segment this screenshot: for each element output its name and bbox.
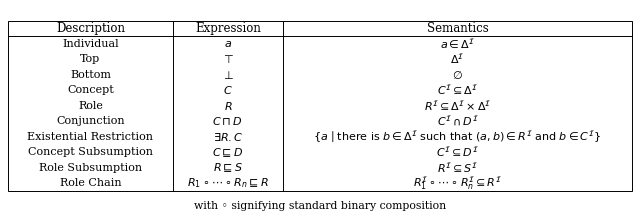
Text: Individual: Individual <box>62 39 119 49</box>
Text: $\bot$: $\bot$ <box>221 69 234 81</box>
Text: Concept: Concept <box>67 85 114 95</box>
Text: Description: Description <box>56 22 125 35</box>
Text: Concept Subsumption: Concept Subsumption <box>28 147 153 157</box>
Text: $\{ a \mid \text{there is } b \in \Delta^{\mathcal{I}} \text{ such that } (a, b): $\{ a \mid \text{there is } b \in \Delta… <box>314 129 602 145</box>
Text: Existential Restriction: Existential Restriction <box>28 132 154 142</box>
Text: $\emptyset$: $\emptyset$ <box>452 69 463 81</box>
Text: $R \sqsubseteq S$: $R \sqsubseteq S$ <box>213 162 243 174</box>
Text: $R^{\mathcal{I}} \subseteq \Delta^{\mathcal{I}} \times \Delta^{\mathcal{I}}$: $R^{\mathcal{I}} \subseteq \Delta^{\math… <box>424 99 491 113</box>
Text: with ◦ signifying standard binary composition: with ◦ signifying standard binary compos… <box>194 201 446 211</box>
Text: $R_1^{\mathcal{I}} \circ \cdots \circ R_n^{\mathcal{I}} \subseteq R^{\mathcal{I}: $R_1^{\mathcal{I}} \circ \cdots \circ R_… <box>413 175 502 192</box>
Text: Semantics: Semantics <box>426 22 488 35</box>
Text: Role Subsumption: Role Subsumption <box>39 163 142 173</box>
Text: $a \in \Delta^{\mathcal{I}}$: $a \in \Delta^{\mathcal{I}}$ <box>440 37 475 51</box>
Text: $R^{\mathcal{I}} \subseteq S^{\mathcal{I}}$: $R^{\mathcal{I}} \subseteq S^{\mathcal{I… <box>436 161 478 175</box>
Text: $\exists R.C$: $\exists R.C$ <box>212 131 243 143</box>
Text: $C^{\mathcal{I}} \subseteq \Delta^{\mathcal{I}}$: $C^{\mathcal{I}} \subseteq \Delta^{\math… <box>436 83 478 97</box>
Text: $R$: $R$ <box>223 100 232 112</box>
Text: $R_1 \circ \cdots \circ R_n \sqsubseteq R$: $R_1 \circ \cdots \circ R_n \sqsubseteq … <box>187 176 269 190</box>
Text: $C \sqcap D$: $C \sqcap D$ <box>212 115 243 127</box>
Text: $C^{\mathcal{I}} \cap D^{\mathcal{I}}$: $C^{\mathcal{I}} \cap D^{\mathcal{I}}$ <box>436 114 478 128</box>
Text: Conjunction: Conjunction <box>56 116 125 126</box>
Text: Bottom: Bottom <box>70 70 111 80</box>
Text: Role Chain: Role Chain <box>60 178 121 188</box>
Text: $\top$: $\top$ <box>221 54 234 65</box>
Text: $C^{\mathcal{I}} \subseteq D^{\mathcal{I}}$: $C^{\mathcal{I}} \subseteq D^{\mathcal{I… <box>436 146 479 159</box>
Text: $a$: $a$ <box>224 39 232 49</box>
Text: $C \sqsubseteq D$: $C \sqsubseteq D$ <box>212 146 244 159</box>
Text: $C$: $C$ <box>223 84 233 96</box>
Text: Top: Top <box>80 54 100 64</box>
Text: Role: Role <box>78 101 103 111</box>
Bar <box>8 21 632 191</box>
Text: $\Delta^{\mathcal{I}}$: $\Delta^{\mathcal{I}}$ <box>451 52 465 66</box>
Text: Expression: Expression <box>195 22 261 35</box>
